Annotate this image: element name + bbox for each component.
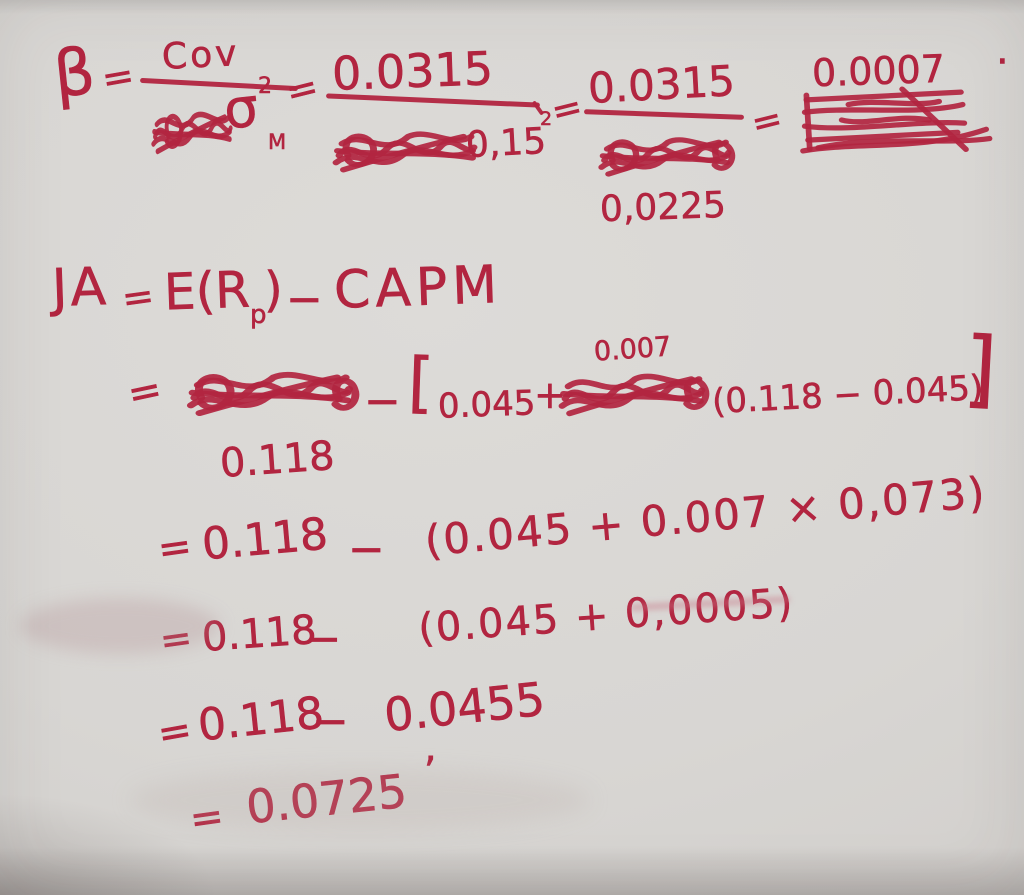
scribble-redaction-box (798, 86, 993, 154)
equals-sign: = (119, 272, 157, 322)
minus-sign: − (286, 274, 323, 325)
portfolio-return: 0.118 (195, 687, 327, 752)
equals-sign: = (154, 522, 195, 574)
minus-sign: − (364, 376, 401, 427)
portfolio-return-corrected: 0.118 (218, 433, 336, 487)
beta-symbol: β (50, 35, 99, 113)
equals-sign: = (157, 614, 195, 664)
minus-sign: − (312, 696, 349, 747)
photo-top-shadow (0, 0, 1024, 14)
capm-total-value: 0.0455 (381, 671, 548, 743)
comma-mark: , (424, 725, 437, 771)
equals-sign: = (281, 63, 323, 115)
equals-sign: = (98, 52, 138, 102)
portfolio-subscript: p (250, 300, 267, 330)
scribble-redaction (184, 366, 360, 422)
sigma-subscript: M (268, 130, 287, 154)
equals-sign: = (123, 366, 166, 419)
photo-bottom-shadow (0, 847, 1024, 895)
equals-sign: = (547, 85, 587, 134)
sigma-superscript: 2 (258, 74, 273, 99)
photo-corner-shadow (0, 755, 300, 895)
minus-sign: − (306, 614, 342, 663)
beta-corrected-value: 0.007 (593, 331, 673, 368)
portfolio-return: 0.118 (199, 508, 331, 571)
market-sd-value: 0,15 (464, 120, 548, 167)
covariance-value: 0.0315 (586, 56, 737, 113)
sigma-symbol: σ (220, 75, 262, 142)
market-sd-superscript: 2 (540, 108, 553, 130)
capm-expression: (0.045 + 0.007 × 0,073) (422, 467, 989, 566)
capm-expression: (0.045 + 0,0005) (416, 579, 797, 653)
equals-sign: = (747, 97, 787, 146)
variance-corrected-value: 0,0225 (599, 184, 727, 231)
close-bracket: ] (961, 318, 1000, 418)
covariance-value: 0.0315 (331, 41, 494, 101)
risk-free-rate: 0.045 (437, 383, 537, 427)
fraction-bar (583, 109, 745, 120)
scribble-redaction (330, 126, 480, 178)
open-bracket: [ (406, 343, 436, 422)
fraction-bar (139, 77, 299, 92)
equals-sign: = (154, 706, 196, 758)
portfolio-return: 0.118 (200, 607, 318, 661)
capm-term: CAPM (333, 255, 504, 321)
minus-sign: − (348, 524, 385, 575)
ja-symbol: JA (50, 257, 112, 320)
expected-return-term: E(R (163, 260, 251, 322)
scribble-redaction (150, 106, 234, 160)
cov-numerator: Cov (160, 33, 241, 79)
close-paren: ) (264, 262, 283, 318)
scribble-redaction (596, 132, 736, 182)
stray-dot: · (996, 39, 1009, 85)
market-premium-term: (0.118 − 0.045) (711, 367, 985, 423)
scribble-redaction (556, 368, 710, 422)
